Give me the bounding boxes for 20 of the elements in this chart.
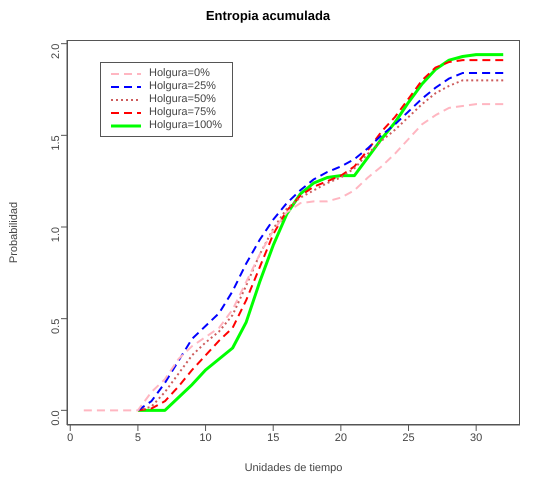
x-tick-label: 30: [470, 432, 482, 444]
y-tick-label: 2.0: [50, 44, 62, 59]
legend-label: Holgura=25%: [149, 80, 216, 93]
x-tick-label: 5: [134, 432, 141, 444]
y-tick-label: 0.0: [50, 410, 62, 426]
y-tick-label: 0.5: [50, 318, 62, 334]
legend-label: Holgura=100%: [149, 119, 222, 132]
legend-label: Holgura=0%: [149, 67, 210, 80]
legend-label: Holgura=50%: [149, 93, 216, 106]
y-axis-title: Probabilidad: [8, 202, 20, 264]
y-tick-label: 1.5: [50, 135, 62, 151]
x-tick-label: 25: [402, 432, 415, 444]
chart-title: Entropia acumulada: [204, 8, 332, 23]
x-tick-label: 10: [199, 432, 212, 444]
x-axis-title: Unidades de tiempo: [244, 462, 342, 474]
legend-label: Holgura=75%: [149, 106, 216, 119]
y-tick-label: 1.0: [50, 227, 62, 242]
x-tick-label: 0: [67, 432, 74, 444]
x-tick-label: 15: [267, 432, 280, 444]
x-tick-label: 20: [334, 432, 347, 444]
